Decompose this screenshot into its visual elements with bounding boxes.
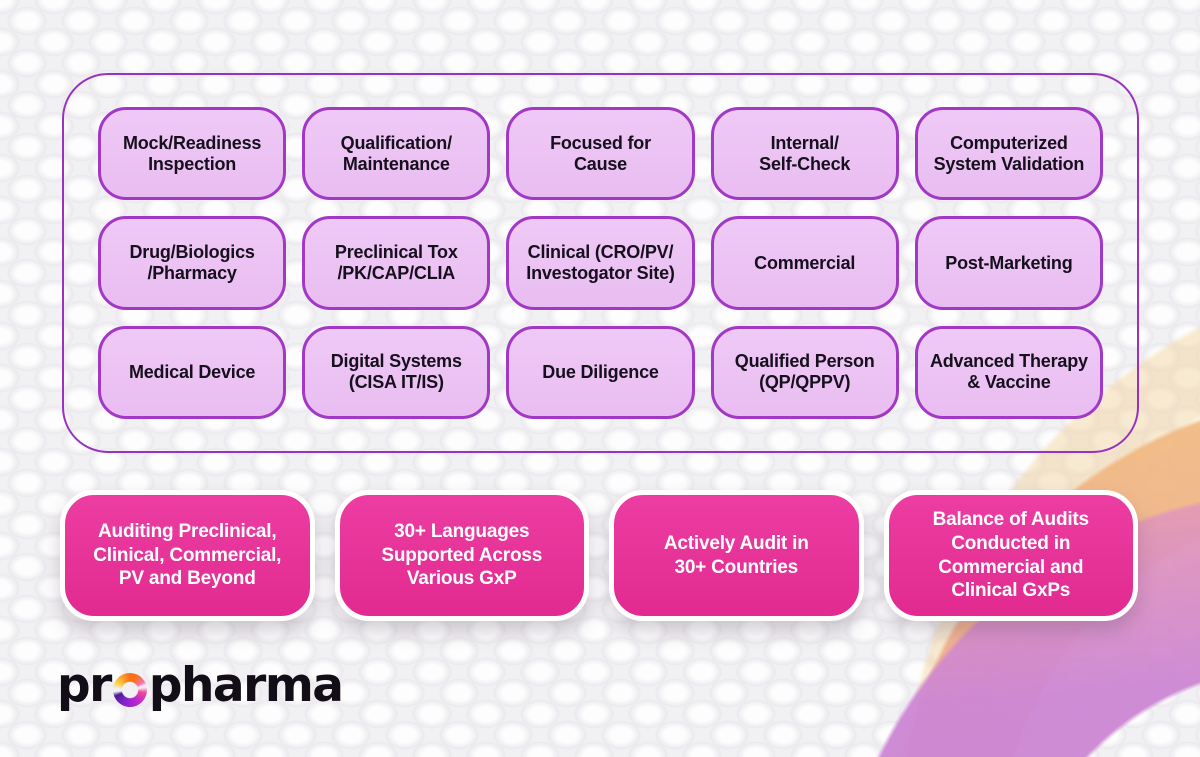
capability-pill: Due Diligence: [506, 325, 695, 419]
highlight-box: Balance of Audits Conducted in Commercia…: [883, 490, 1138, 621]
audit-types-panel: Mock/Readiness Inspection Qualification/…: [62, 73, 1139, 453]
capability-pill: Focused for Cause: [506, 107, 695, 201]
capability-pill: Qualified Person (QP/QPPV): [710, 325, 899, 419]
capability-pill: Advanced Therapy & Vaccine: [914, 325, 1103, 419]
capability-pill-label: Medical Device: [128, 361, 256, 382]
capability-pill-label: Digital Systems (CISA IT/IS): [330, 351, 462, 393]
capability-pill-label: Preclinical Tox /PK/CAP/CLIA: [334, 242, 458, 283]
capability-pill-label: Due Diligence: [542, 361, 659, 382]
capability-pill-label: Computerized System Validation: [933, 132, 1085, 174]
capability-pill-label: Qualification/ Maintenance: [340, 132, 452, 174]
capability-pill: Mock/Readiness Inspection: [98, 107, 287, 201]
capability-pill-label: Mock/Readiness Inspection: [122, 132, 262, 174]
capability-pill-label: Post-Marketing: [945, 252, 1073, 273]
capability-pill-label: Qualified Person (QP/QPPV): [734, 351, 875, 393]
capability-pill-label: Advanced Therapy & Vaccine: [929, 351, 1088, 393]
capability-pill: Preclinical Tox /PK/CAP/CLIA: [302, 216, 491, 310]
highlight-box-label: Auditing Preclinical, Clinical, Commerci…: [93, 521, 282, 590]
capability-pill: Clinical (CRO/PV/ Investogator Site): [506, 216, 695, 310]
capability-pill-label: Clinical (CRO/PV/ Investogator Site): [526, 242, 675, 283]
capability-pill: Post-Marketing: [914, 216, 1103, 310]
propharma-logo: pr pharma: [57, 658, 344, 713]
highlight-box-label: Actively Audit in 30+ Countries: [663, 532, 809, 578]
capability-pill: Qualification/ Maintenance: [302, 107, 491, 201]
highlight-box: Auditing Preclinical, Clinical, Commerci…: [60, 490, 315, 621]
highlight-box: 30+ Languages Supported Across Various G…: [334, 490, 589, 621]
capability-pill: Drug/Biologics /Pharmacy: [98, 216, 287, 310]
highlight-stats-row: Auditing Preclinical, Clinical, Commerci…: [60, 490, 1138, 621]
logo-text-pre: pr: [57, 658, 112, 713]
propharma-swirl-icon: [112, 672, 147, 707]
highlight-box-label: Balance of Audits Conducted in Commercia…: [932, 509, 1090, 602]
capability-pill-label: Internal/ Self-Check: [759, 132, 851, 174]
capability-pill-label: Commercial: [754, 252, 856, 273]
capability-pill: Digital Systems (CISA IT/IS): [302, 325, 491, 419]
capability-pill-label: Focused for Cause: [550, 132, 651, 174]
capability-pill: Commercial: [710, 216, 899, 310]
capability-pill: Internal/ Self-Check: [710, 107, 899, 201]
capability-pill: Medical Device: [98, 325, 287, 419]
highlight-box: Actively Audit in 30+ Countries: [609, 490, 864, 621]
capability-pill-label: Drug/Biologics /Pharmacy: [129, 242, 255, 283]
capability-pill: Computerized System Validation: [914, 107, 1103, 201]
logo-text-post: pharma: [148, 658, 344, 713]
highlight-box-label: 30+ Languages Supported Across Various G…: [381, 521, 543, 590]
